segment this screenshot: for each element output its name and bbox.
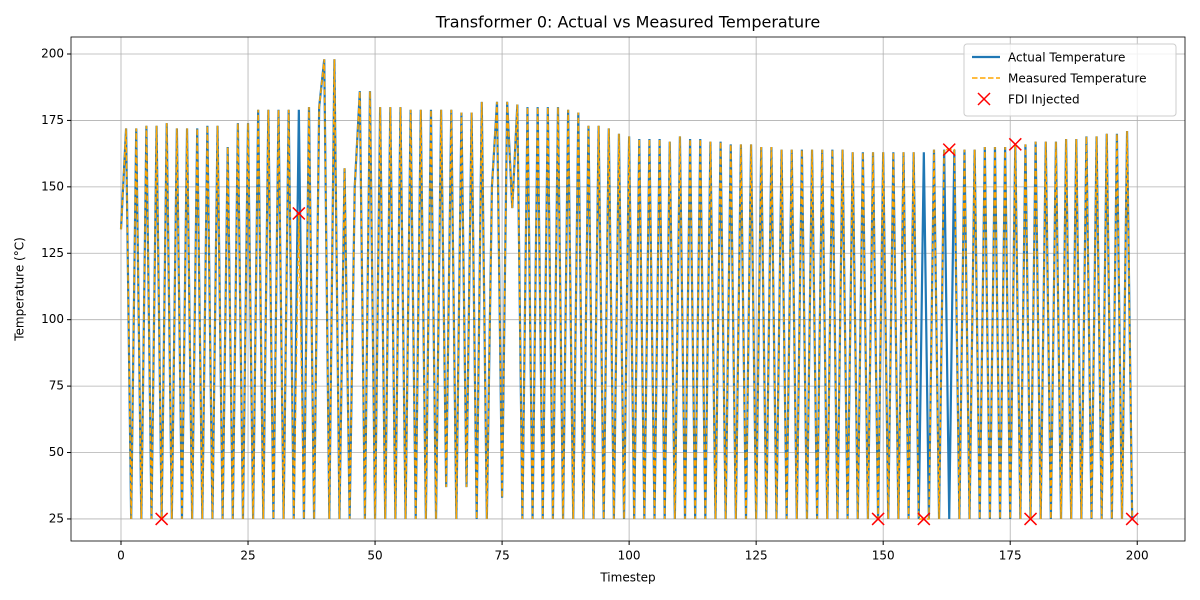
marker-cross (292, 206, 306, 220)
fdi-marker (292, 206, 306, 220)
fdi-marker (871, 512, 885, 526)
legend-label: Actual Temperature (1008, 51, 1125, 65)
marker-cross (977, 92, 991, 106)
fdi-marker (155, 512, 169, 526)
fdi-marker (1023, 512, 1038, 526)
y-tick-label: 175 (41, 113, 64, 127)
marker-cross (1023, 512, 1038, 526)
y-axis-label: Temperature (°C) (13, 237, 27, 342)
y-tick-label: 125 (41, 246, 64, 260)
x-tick-label: 75 (494, 549, 509, 563)
x-tick-label: 100 (618, 549, 641, 563)
legend-label: Measured Temperature (1008, 72, 1146, 86)
x-tick-label: 50 (367, 549, 382, 563)
fdi-marker (1125, 512, 1139, 526)
marker-cross (917, 512, 931, 526)
y-tick-label: 200 (41, 47, 64, 61)
x-tick-label: 125 (745, 549, 768, 563)
x-tick-label: 200 (1126, 549, 1149, 563)
x-tick-label: 175 (999, 549, 1022, 563)
legend-box (963, 43, 1177, 117)
legend-label: FDI Injected (1008, 93, 1080, 107)
fdi-marker (942, 143, 956, 157)
fdi-marker (977, 92, 991, 106)
fdi-marker (1008, 137, 1022, 151)
legend: Actual Temperature Measured Temperature FD… (963, 43, 1177, 117)
x-tick-label: 25 (240, 549, 255, 563)
y-tick-label: 100 (41, 312, 64, 326)
x-axis-label: Timestep (599, 571, 655, 585)
plot-frame (70, 36, 1186, 542)
chart-title: Transformer 0: Actual vs Measured Temper… (435, 13, 820, 32)
x-tick-label: 0 (117, 549, 125, 563)
y-tick-label: 75 (49, 379, 64, 393)
series-line (120, 59, 1133, 520)
y-tick-label: 25 (49, 511, 64, 525)
marker-cross (1008, 137, 1022, 151)
marker-cross (155, 512, 169, 526)
marker-cross (1125, 512, 1139, 526)
fdi-marker (917, 512, 931, 526)
marker-cross (942, 143, 956, 157)
marker-cross (871, 512, 885, 526)
y-tick-label: 150 (41, 179, 64, 193)
y-tick-label: 50 (49, 445, 64, 459)
x-tick-label: 150 (872, 549, 895, 563)
